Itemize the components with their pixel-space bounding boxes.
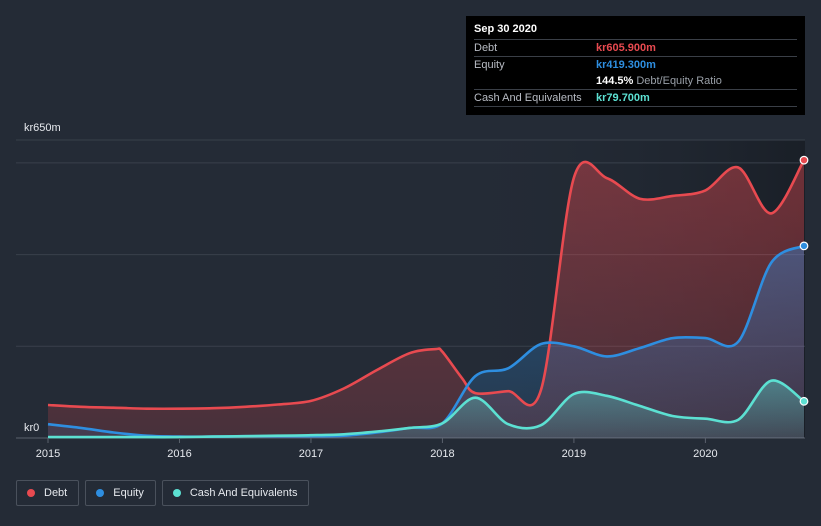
series-areas [48,160,804,438]
line-cash [48,379,805,439]
legend-dot-debt [27,489,35,497]
tooltip-debt-value: kr605.900m [596,42,656,54]
tooltip-debt-label: Debt [474,42,498,54]
legend-item-debt[interactable]: Debt [16,480,80,506]
tooltip-ratio-label: Debt/Equity Ratio [636,75,722,87]
tooltip-equity-value: kr419.300m [596,59,656,71]
x-tick-label-2019: 2019 [562,448,586,460]
end-dot-cash [799,396,809,406]
x-tick-label-2018: 2018 [430,448,454,460]
tooltip-cash-label: Cash And Equivalents [474,92,582,104]
tooltip-cash-value: kr79.700m [596,92,650,104]
tooltip-equity-row: Equity kr419.300m [474,56,797,73]
tooltip-debt-row: Debt kr605.900m [474,39,797,56]
tooltip-equity-label: Equity [474,59,505,71]
series-end-markers [799,155,809,406]
x-axis-ticks: 2015 2016 2017 2018 2019 2020 [36,438,718,460]
series-lines [47,159,806,439]
end-dot-equity [799,241,809,251]
legend: Debt Equity Cash And Equivalents [16,480,310,506]
end-dot-debt [799,155,809,165]
legend-dot-cash [172,489,181,497]
x-tick-label-2020: 2020 [693,448,717,460]
tooltip-cash-row: Cash And Equivalents kr79.700m [474,89,797,107]
legend-label-equity: Equity [113,487,144,499]
x-tick-label-2015: 2015 [36,448,60,460]
tooltip: Sep 30 2020 Debt kr605.900m Equity kr419… [466,16,805,115]
line-debt [47,159,806,411]
legend-label-debt: Debt [44,487,68,499]
y-axis-bottom-label: kr0 [24,422,40,434]
area-cash [48,380,804,438]
x-tick-label-2016: 2016 [167,448,191,460]
tooltip-ratio-value: 144.5% [596,75,634,87]
tooltip-ratio-row: 144.5% Debt/Equity Ratio [474,73,797,89]
legend-label-cash: Cash And Equivalents [189,487,298,499]
legend-item-cash[interactable]: Cash And Equivalents [161,480,310,506]
legend-item-equity[interactable]: Equity [85,480,156,506]
legend-dot-equity [96,489,105,497]
tooltip-date: Sep 30 2020 [474,23,537,35]
area-equity [48,245,804,438]
y-axis-top-label: kr650m [24,122,61,134]
x-tick-label-2017: 2017 [299,448,323,460]
